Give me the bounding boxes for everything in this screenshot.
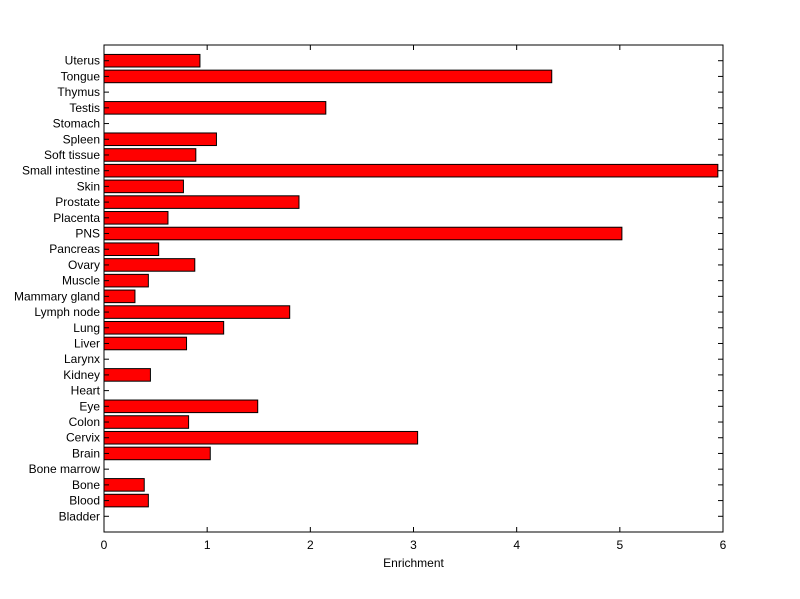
y-tick-label: Ovary: [68, 258, 100, 272]
bar-uterus: [103, 53, 201, 68]
y-tick-label: Skin: [77, 179, 100, 193]
x-axis-ticks: 0 1 2 3 4 5 6: [101, 45, 727, 552]
x-tick-label: 5: [616, 538, 623, 552]
y-tick-label: Bladder: [59, 509, 100, 523]
y-tick-label: Cervix: [66, 431, 100, 445]
bar-cervix: [103, 430, 419, 445]
bar-brain: [103, 446, 211, 461]
y-tick-label: Colon: [69, 415, 100, 429]
y-tick-label: Liver: [74, 336, 100, 350]
bar-lung: [103, 320, 225, 335]
bar-spleen: [103, 132, 217, 147]
x-tick-label: 1: [204, 538, 211, 552]
y-tick-label: Blood: [69, 494, 100, 508]
bar-kidney: [103, 368, 151, 382]
y-tick-label: Prostate: [55, 195, 100, 209]
bar-eye: [103, 399, 259, 414]
bar-muscle: [103, 273, 149, 288]
bar-blood: [103, 493, 149, 508]
y-tick-label: Larynx: [64, 352, 100, 366]
y-tick-label: Mammary gland: [14, 289, 100, 303]
y-tick-label: Bone marrow: [29, 462, 101, 476]
bar-ovary: [103, 258, 196, 272]
y-tick-label: Heart: [71, 384, 101, 398]
y-tick-label: Stomach: [53, 117, 100, 131]
x-tick-label: 0: [101, 538, 108, 552]
y-tick-label: Brain: [72, 446, 100, 460]
y-tick-label: Bone: [72, 478, 100, 492]
y-tick-label: Muscle: [62, 274, 100, 288]
bar-liver: [103, 336, 188, 351]
bar-tongue: [103, 69, 553, 84]
y-tick-label: Lymph node: [34, 305, 100, 319]
bars-group: [103, 53, 719, 508]
y-tick-label: Lung: [73, 321, 100, 335]
bar-pns: [103, 226, 623, 241]
y-tick-label: Thymus: [57, 85, 100, 99]
bar-placenta: [103, 211, 169, 225]
y-tick-label: Spleen: [63, 132, 100, 146]
y-tick-label: Eye: [79, 399, 100, 413]
x-axis-label: Enrichment: [383, 556, 444, 570]
y-tick-label: Small intestine: [22, 164, 100, 178]
y-tick-label: Uterus: [65, 54, 100, 68]
x-tick-label: 6: [720, 538, 727, 552]
bar-testis: [103, 101, 327, 115]
y-tick-label: Tongue: [61, 69, 101, 83]
y-tick-label: Placenta: [53, 211, 100, 225]
bar-colon: [103, 415, 190, 429]
bar-lymph-node: [103, 305, 291, 319]
x-tick-label: 2: [307, 538, 314, 552]
bar-bone: [103, 478, 145, 492]
bar-skin: [103, 179, 184, 194]
bar-pancreas: [103, 242, 160, 257]
y-tick-label: Testis: [69, 101, 100, 115]
x-tick-label: 3: [410, 538, 417, 552]
y-tick-label: Pancreas: [49, 242, 100, 256]
y-tick-label: Soft tissue: [44, 148, 100, 162]
bar-soft-tissue: [103, 148, 197, 162]
y-tick-label: PNS: [75, 227, 100, 241]
y-tick-label: Kidney: [63, 368, 100, 382]
bar-prostate: [103, 195, 300, 209]
x-tick-label: 4: [513, 538, 520, 552]
bar-small-intestine: [103, 163, 719, 178]
